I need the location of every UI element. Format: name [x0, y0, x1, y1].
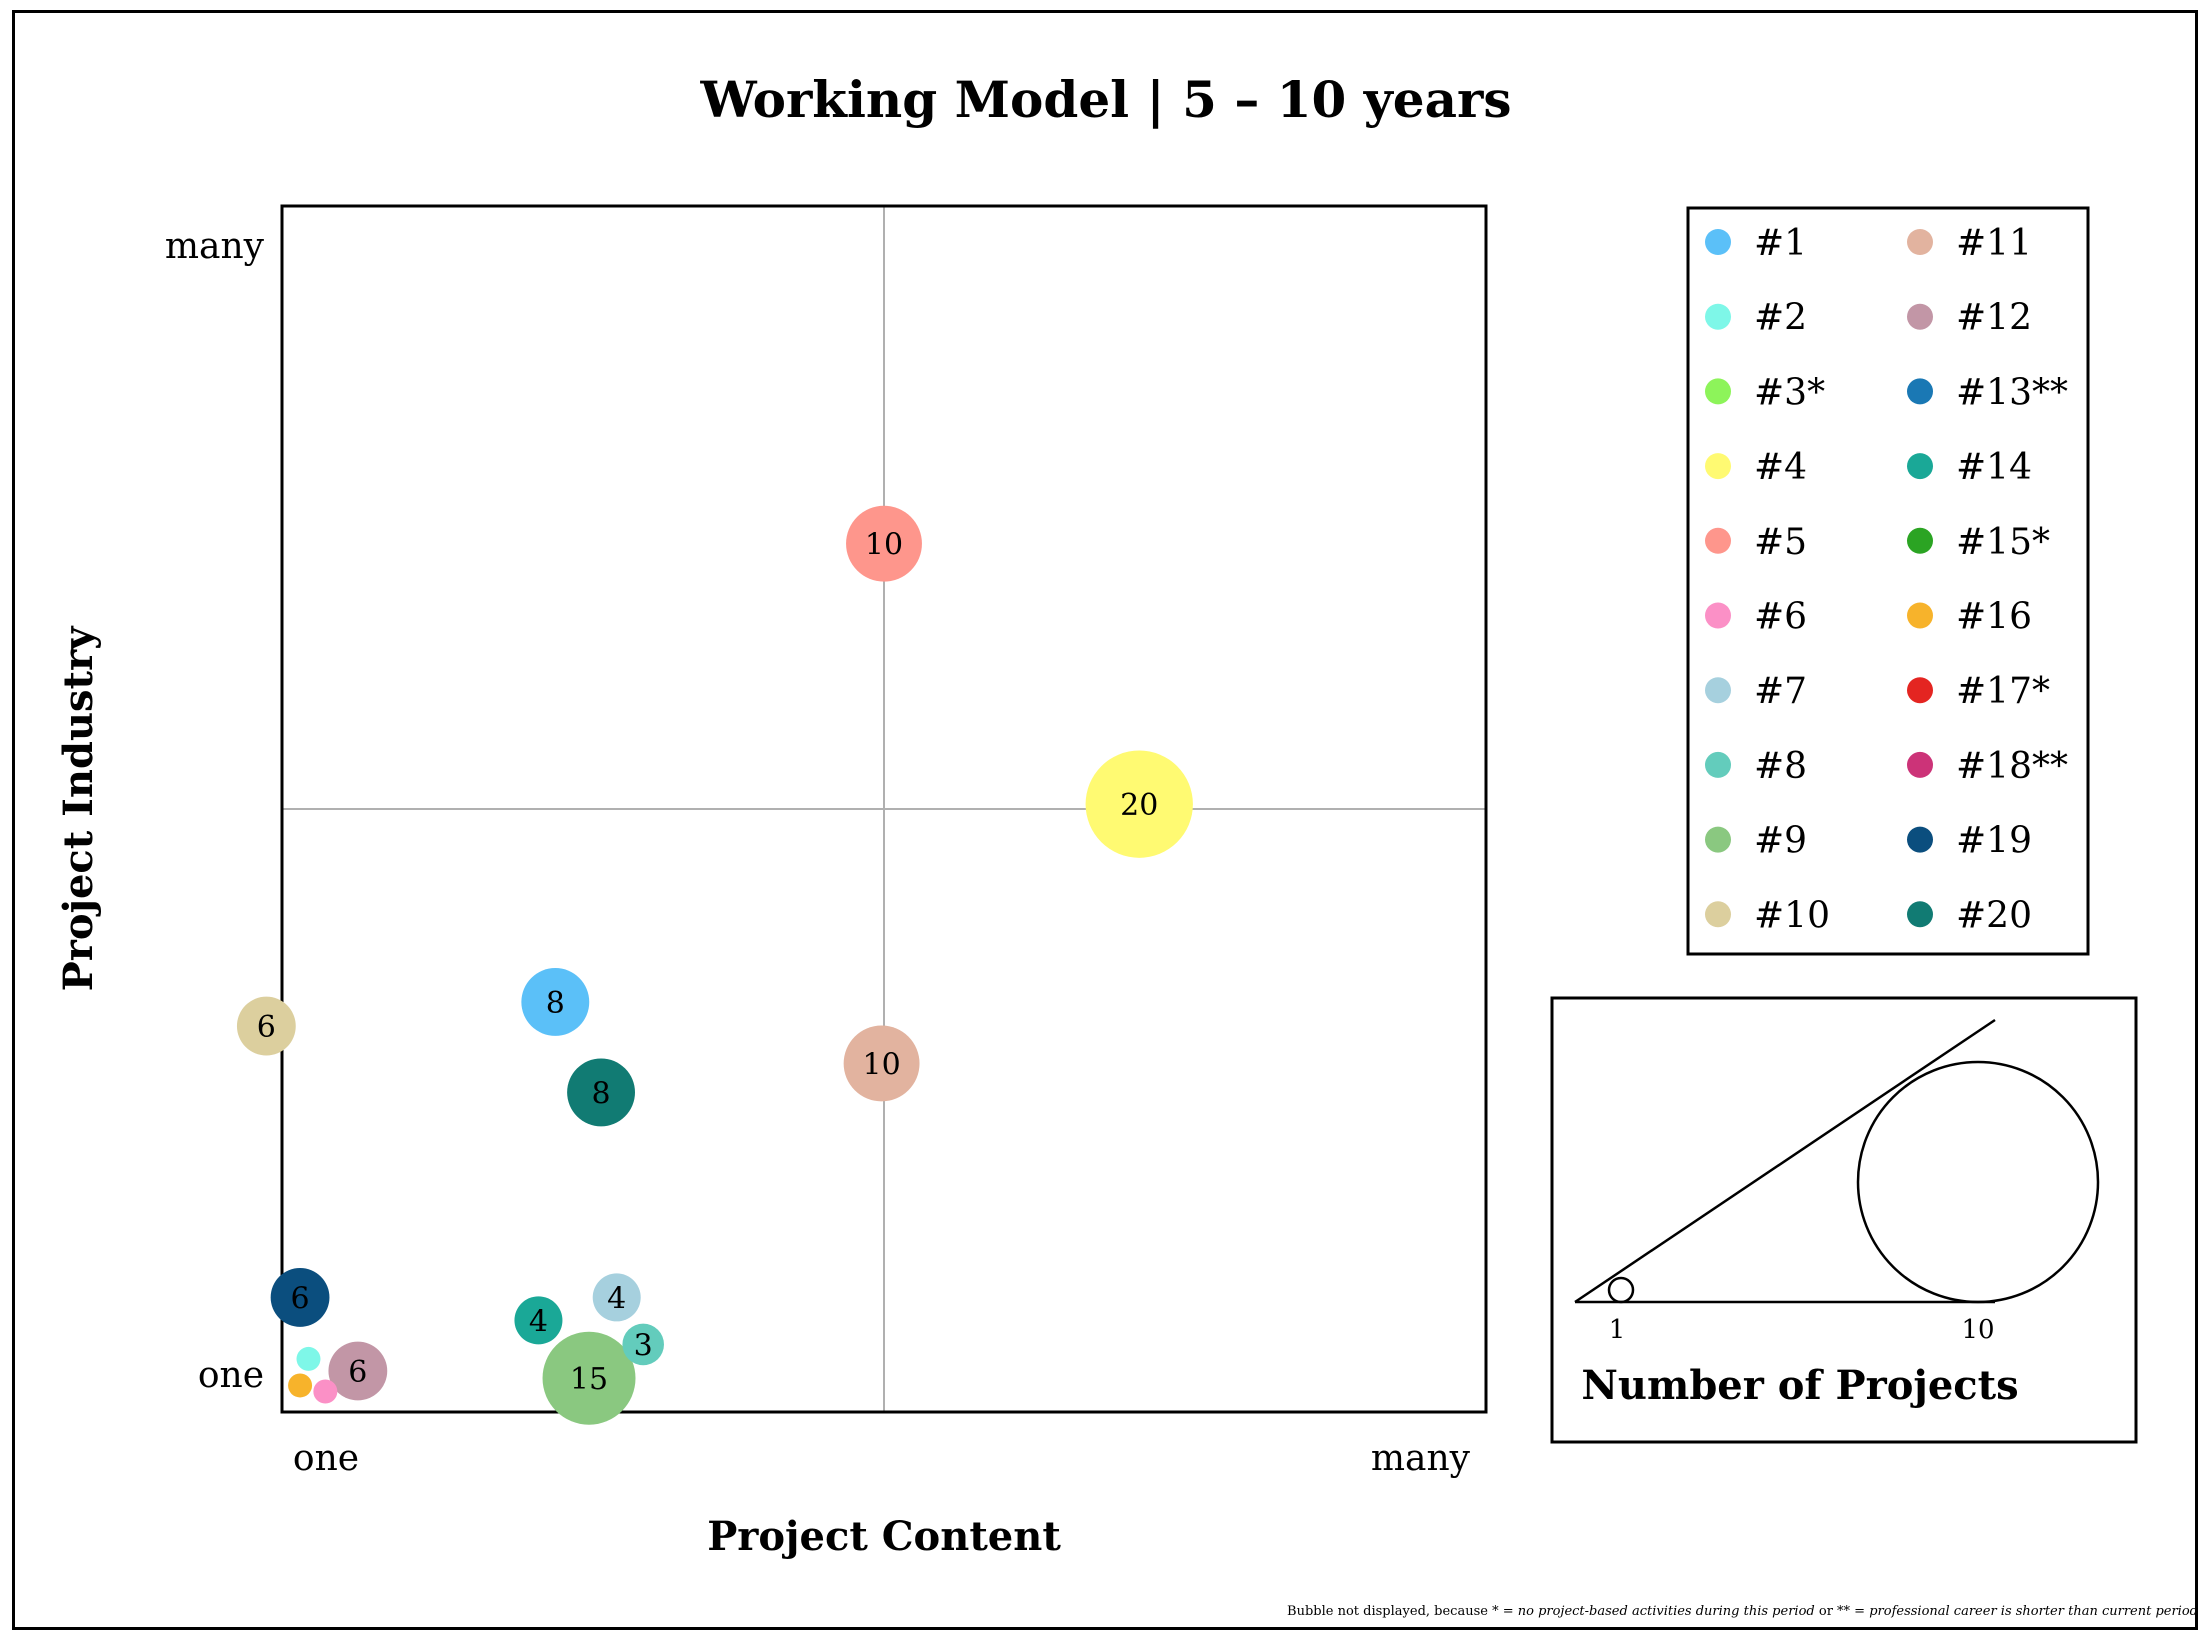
legend-label: #17*	[1956, 671, 2050, 712]
legend-label: #1	[1754, 223, 1807, 264]
bubble	[1085, 750, 1193, 858]
footnote-middle: or ** =	[1814, 1604, 1870, 1619]
size-key-small-circle	[1607, 1276, 1635, 1304]
bubble	[236, 996, 296, 1056]
bubble	[567, 1058, 636, 1127]
legend-marker	[1907, 901, 1933, 928]
bubble-label: 6	[348, 1355, 367, 1390]
legend-box	[1686, 206, 2090, 956]
bubble-label: 8	[546, 986, 565, 1021]
x-axis-title: Project Content	[707, 1513, 1061, 1560]
legend-marker	[1907, 677, 1933, 704]
footnote-reason-1: no project-based activities during this …	[1517, 1604, 1815, 1619]
size-key-title: Number of Projects	[1581, 1362, 2018, 1409]
legend-marker	[1705, 751, 1731, 778]
bubble	[270, 1268, 330, 1327]
y-axis-title: Project Industry	[55, 625, 102, 991]
size-key-box	[1550, 996, 2138, 1444]
legend-marker	[1907, 602, 1933, 629]
x-tick-label: one	[293, 1438, 359, 1479]
legend-label: #2	[1754, 298, 1807, 339]
size-key-large-label: 10	[1961, 1315, 1994, 1345]
legend-label: #7	[1754, 671, 1807, 712]
legend-marker	[1705, 826, 1731, 853]
legend-label: #5	[1754, 522, 1807, 563]
legend-label: #19	[1956, 821, 2032, 862]
bubble-label: 4	[607, 1281, 626, 1316]
footnote-reason-2: professional career is shorter than curr…	[1869, 1604, 2198, 1619]
legend-label: #14	[1956, 447, 2032, 488]
bubble	[296, 1346, 321, 1371]
bubble	[843, 1025, 920, 1102]
footnote-prefix: Bubble not displayed, because * =	[1287, 1604, 1518, 1619]
legend-label: #16	[1956, 597, 2032, 638]
legend-marker	[1705, 527, 1731, 554]
size-key-large-circle	[1856, 1060, 2100, 1304]
legend-label: #11	[1956, 223, 2032, 264]
bubble-label: 15	[570, 1362, 608, 1397]
legend-marker	[1705, 602, 1731, 629]
bubble-label: 3	[634, 1328, 653, 1363]
legend-marker	[1907, 751, 1933, 778]
bubble-label: 20	[1120, 788, 1158, 823]
bubble-label: 6	[291, 1281, 310, 1316]
legend-label: #15*	[1956, 522, 2050, 563]
bubble-label: 10	[865, 528, 903, 563]
legend-marker	[1907, 826, 1933, 853]
bubble	[622, 1323, 664, 1366]
bubble-label: 6	[257, 1010, 276, 1045]
legend-marker	[1705, 901, 1731, 928]
legend-label: #13**	[1956, 372, 2068, 413]
legend-label: #8	[1754, 746, 1807, 787]
legend-marker	[1907, 527, 1933, 554]
legend-label: #6	[1754, 597, 1807, 638]
legend-label: #12	[1956, 298, 2032, 339]
chart-frame	[12, 10, 2198, 1630]
legend-label: #20	[1956, 895, 2032, 936]
legend-label: #9	[1754, 821, 1807, 862]
legend-marker	[1705, 378, 1731, 405]
bubble	[514, 1296, 563, 1345]
bubble	[542, 1331, 636, 1425]
bubble-label: 10	[862, 1047, 900, 1082]
legend-marker	[1907, 303, 1933, 330]
size-key-slope-line	[1574, 1018, 1996, 1304]
legend-label: #4	[1754, 447, 1807, 488]
plot-area	[280, 204, 1488, 1414]
legend-marker	[1907, 453, 1933, 480]
chart-title: Working Model | 5 – 10 years	[700, 70, 1512, 129]
footnote: Bubble not displayed, because * = no pro…	[1287, 1604, 2198, 1619]
bubble	[521, 968, 590, 1036]
size-key-small-label: 1	[1609, 1315, 1626, 1345]
legend-marker	[1907, 229, 1933, 255]
legend-marker	[1705, 453, 1731, 480]
x-tick-label: many	[1371, 1438, 1471, 1479]
bubble-label: 4	[529, 1304, 548, 1339]
bubble	[313, 1379, 338, 1404]
legend-label: #10	[1754, 895, 1830, 936]
legend-marker	[1705, 303, 1731, 330]
legend-marker	[1907, 378, 1933, 405]
bubble	[846, 505, 922, 582]
legend-label: #18**	[1956, 746, 2068, 787]
legend-label: #3*	[1754, 372, 1825, 413]
y-tick-label: many	[165, 226, 265, 267]
bubble	[592, 1273, 641, 1322]
bubble	[288, 1373, 313, 1398]
legend-marker	[1705, 229, 1731, 255]
legend-marker	[1705, 677, 1731, 704]
y-tick-label: one	[198, 1355, 264, 1396]
bubble	[328, 1341, 388, 1401]
bubble-label: 8	[592, 1076, 611, 1111]
